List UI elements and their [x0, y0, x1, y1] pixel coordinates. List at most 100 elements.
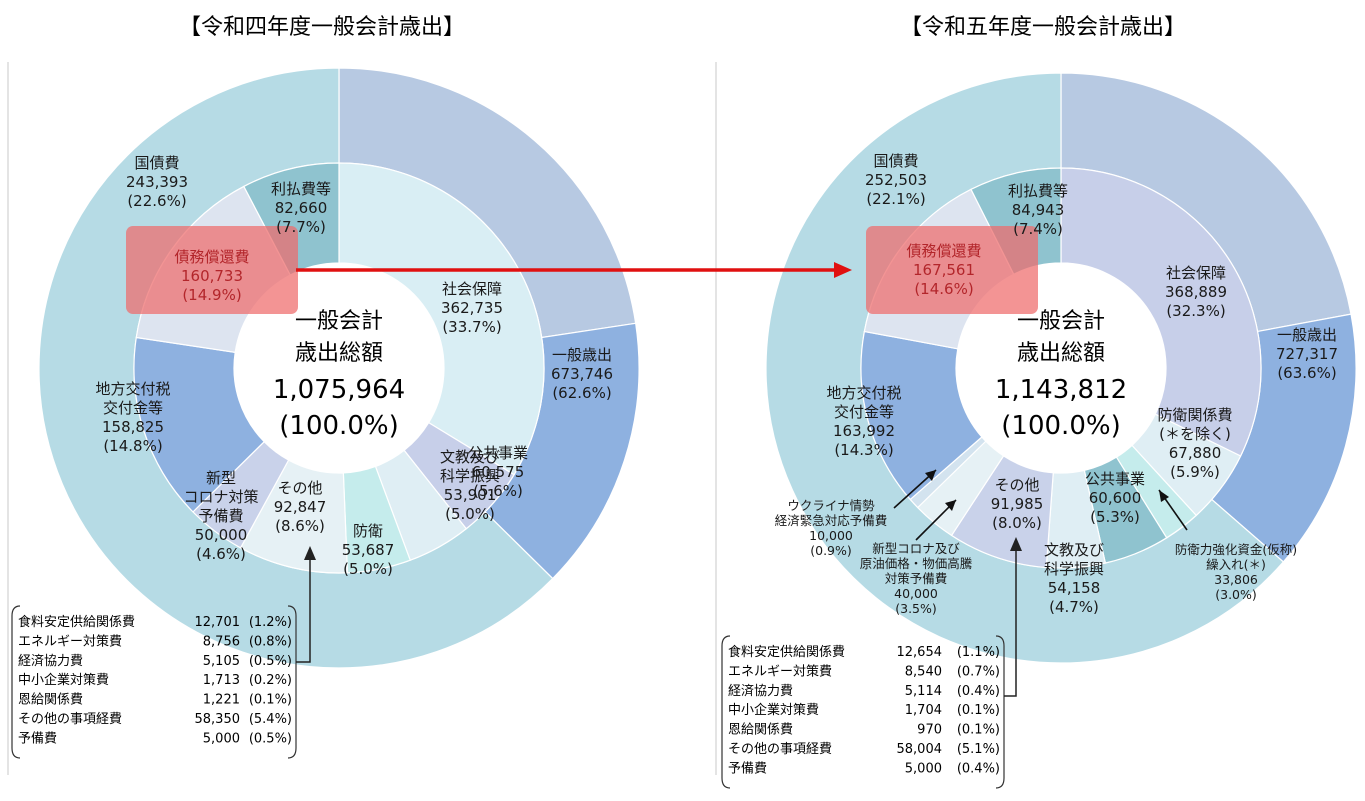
slice-label-line: 53,901: [444, 486, 497, 504]
slice-label-line: 文教及び: [440, 448, 500, 466]
slice-label-line: 経済緊急対応予備費: [775, 513, 888, 528]
breakdown-value: 12,654: [897, 645, 943, 660]
breakdown-name: 中小企業対策費: [728, 702, 819, 718]
slice-label: 一般歳出 727,317 (63.6%): [1276, 326, 1338, 382]
slice-label-line: 60,575: [472, 463, 525, 481]
slice-label-line: (＊を除く): [1159, 425, 1231, 443]
center-hole: [956, 263, 1166, 473]
slice-label-line: (14.3%): [834, 441, 893, 459]
slice-label: その他 92,847 (8.6%): [274, 479, 327, 535]
pointer-arrowhead: [1159, 490, 1169, 502]
slice-label: 防衛関係費(＊を除く) 67,880 (5.9%): [1157, 406, 1232, 481]
breakdown-percent: (0.1%): [957, 703, 1000, 718]
slice-label-line: (0.9%): [810, 543, 852, 558]
slice-label-line: 文教及び: [1044, 541, 1104, 559]
slice-label-line: 債務償還費: [174, 248, 249, 266]
breakdown-value: 12,701: [195, 615, 241, 630]
breakdown-name: 経済協力費: [728, 683, 793, 699]
slice-label-line: 社会保障: [442, 280, 502, 298]
breakdown-value: 970: [917, 723, 942, 738]
slice-label: 社会保障 362,735 (33.7%): [441, 280, 503, 336]
slice-label-line: (22.6%): [127, 192, 186, 210]
slice-label-line: (14.9%): [182, 286, 241, 304]
other-connector-line: [1004, 551, 1017, 697]
breakdown-name: エネルギー対策費: [728, 663, 832, 679]
breakdown-value: 8,756: [203, 634, 240, 649]
slice-label-line: 地方交付税: [826, 384, 901, 402]
debt-redemption-highlight: [126, 226, 298, 314]
slice-label-line: (8.6%): [275, 517, 325, 535]
slice-label: 利払費等 82,660 (7.7%): [271, 180, 331, 236]
pointer-arrowhead: [925, 470, 936, 481]
breakdown-percent: (1.1%): [957, 645, 1000, 660]
slice-label-line: 国債費: [134, 154, 179, 172]
breakdown-value: 8,540: [905, 664, 942, 679]
slice-label: その他 91,985 (8.0%): [991, 476, 1044, 532]
breakdown-percent: (1.2%): [249, 615, 292, 630]
slice-label-line: 地方交付税: [95, 380, 170, 398]
slice-label-line: 673,746: [551, 365, 613, 383]
slice-label-line: その他: [277, 479, 322, 497]
center-line2: 歳出総額: [1017, 341, 1105, 366]
slice-label-line: (4.6%): [196, 545, 246, 563]
breakdown-name: 経済協力費: [18, 653, 83, 669]
pointer-arrowhead: [945, 500, 956, 511]
slice-label: 利払費等 84,943 (7.4%): [1008, 182, 1068, 238]
slice-label-line: (8.0%): [992, 514, 1042, 532]
breakdown-bracket-left: [721, 635, 731, 789]
slice-label: 公共事業 60,575 (5.6%): [468, 444, 528, 500]
slice-label-line: 252,503: [865, 171, 927, 189]
other-connector-arrowhead: [304, 546, 316, 560]
breakdown-name: 食料安定供給関係費: [18, 614, 135, 630]
slice-label-line: (7.7%): [276, 218, 326, 236]
slice-label-line: (7.4%): [1013, 220, 1063, 238]
breakdown-percent: (0.4%): [957, 761, 1000, 776]
center-hole: [234, 263, 444, 473]
slice-label-line: 科学振興: [1044, 560, 1104, 578]
breakdown-value: 5,114: [905, 684, 942, 699]
breakdown-name: 食料安定供給関係費: [728, 644, 845, 660]
center-line1: 一般会計: [295, 309, 383, 334]
slice-label-line: コロナ対策: [183, 488, 258, 506]
slice-label-line: 10,000: [809, 528, 853, 543]
breakdown-percent: (5.4%): [249, 712, 292, 727]
slice-label-line: 82,660: [275, 199, 328, 217]
breakdown-value: 5,000: [905, 761, 942, 776]
slice-label-line: 50,000: [195, 526, 248, 544]
breakdown-name: その他の事項経費: [18, 712, 122, 727]
slice-label: 文教及び科学振興 54,158 (4.7%): [1044, 541, 1104, 616]
slice-label-line: 40,000: [894, 586, 938, 601]
slice-label-line: (14.6%): [914, 280, 973, 298]
slice-label-line: 防衛: [353, 522, 383, 540]
slice-label: 一般歳出 673,746 (62.6%): [551, 346, 613, 402]
breakdown-bracket-left: [11, 605, 21, 759]
slice-label-line: 243,393: [126, 173, 188, 191]
slice-label-line: 原油価格・物価高騰: [860, 556, 973, 571]
chart-title: 【令和四年度一般会計歳出】: [179, 15, 465, 40]
slice-label-line: 160,733: [181, 267, 243, 285]
slice-label-line: 交付金等: [103, 399, 163, 417]
slice-label-line: 33,806: [1214, 572, 1258, 587]
slice-label: 新型コロナ及び原油価格・物価高騰対策予備費 40,000 (3.5%): [860, 541, 973, 616]
slice-label-line: 利払費等: [271, 180, 331, 198]
slice-label-line: (3.0%): [1215, 587, 1257, 602]
slice-label-line: 科学振興: [440, 467, 500, 485]
slice-label-line: 公共事業: [468, 444, 528, 462]
slice-label-line: 158,825: [102, 418, 164, 436]
breakdown-bracket-right: [287, 605, 297, 759]
breakdown-percent: (0.2%): [249, 673, 292, 688]
breakdown-value: 1,704: [905, 703, 942, 718]
slice-label-line: 繰入れ(＊): [1206, 557, 1266, 572]
breakdown-percent: (0.5%): [249, 654, 292, 669]
center-percent: (100.0%): [1001, 411, 1120, 441]
slice-label-line: 新型コロナ及び: [872, 541, 960, 556]
slice-label-line: 防衛力強化資金(仮称): [1175, 542, 1297, 557]
breakdown-percent: (0.5%): [249, 731, 292, 746]
slice-label-line: 債務償還費: [906, 242, 981, 260]
center-percent: (100.0%): [279, 411, 398, 441]
slice-label-line: 368,889: [1165, 283, 1227, 301]
slice-label: 新型コロナ対策予備費 50,000 (4.6%): [183, 469, 258, 563]
breakdown-bracket-right: [995, 635, 1005, 789]
slice-label-line: 362,735: [441, 299, 503, 317]
